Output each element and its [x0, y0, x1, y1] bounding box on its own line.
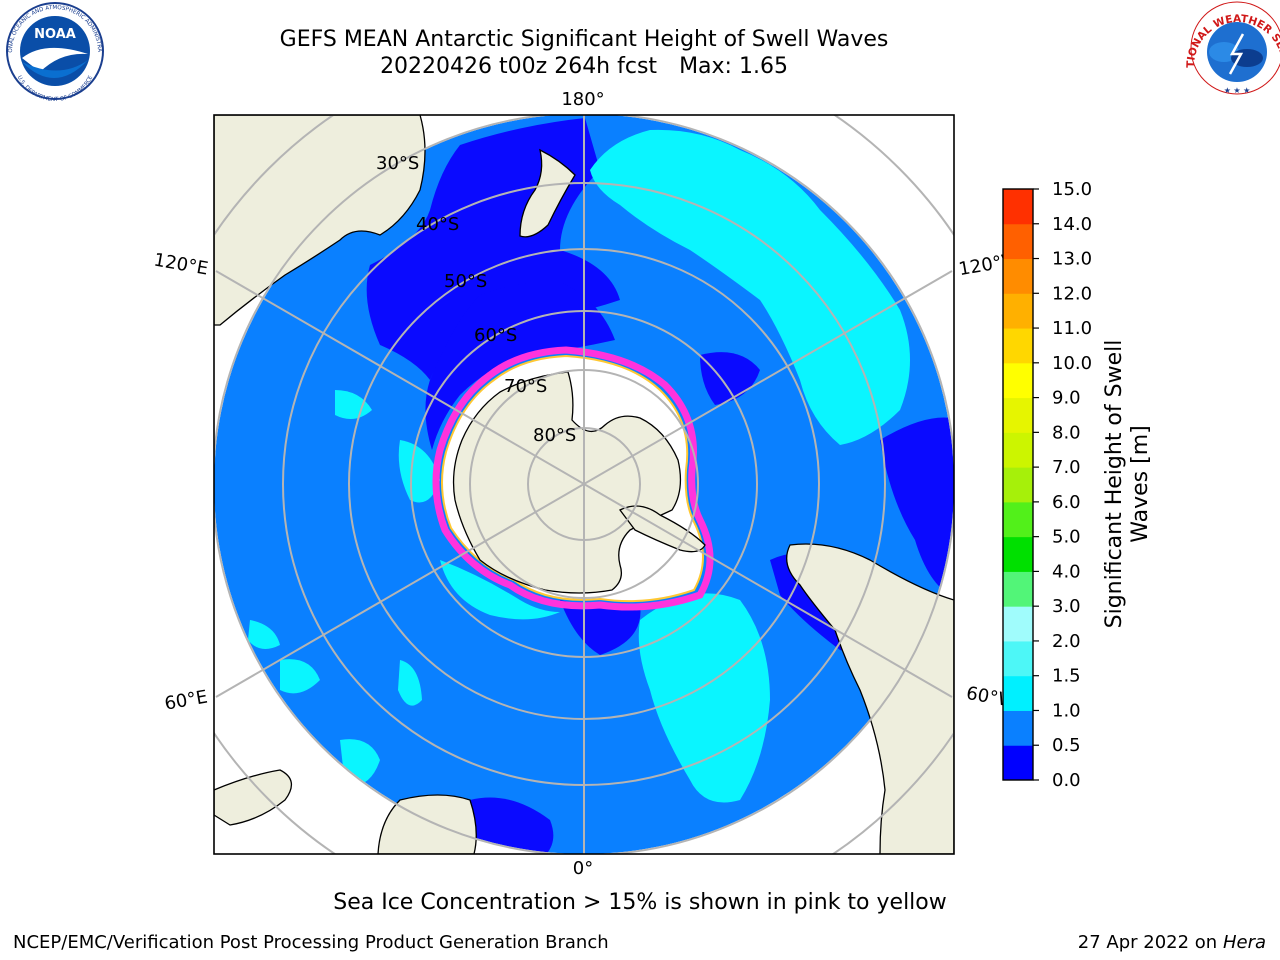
colorbar-tick-label: 0.0	[1052, 770, 1081, 791]
colorbar-tick-label: 6.0	[1052, 492, 1081, 513]
meridian-label-0: 0°	[573, 858, 593, 879]
nws-star-icon: ★ ★ ★	[1224, 86, 1251, 95]
nws-logo: NATIONAL WEATHER SERVICE ★ ★ ★	[0, 0, 1280, 95]
colorbar-segment	[1003, 745, 1033, 781]
chart-title: GEFS MEAN Antarctic Significant Height o…	[279, 27, 889, 52]
africa-landmass	[377, 794, 477, 854]
map-frame	[213, 114, 955, 855]
run-label: 20220426 t00z 264h fcst	[380, 54, 658, 79]
lat-label-80s: 80°S	[533, 425, 576, 446]
colorbar-segment	[1003, 223, 1033, 260]
colorbar-segment	[1003, 675, 1033, 711]
nws-ring-text: NATIONAL WEATHER SERVICE	[0, 0, 1280, 68]
svg-text:NATIONAL WEATHER SERVICE: NATIONAL WEATHER SERVICE	[0, 0, 1280, 68]
colorbar-segment	[1003, 536, 1033, 572]
sea-ice-edge	[432, 346, 714, 611]
colorbar-tick-label: 14.0	[1052, 214, 1092, 235]
colorbar-tick-label: 1.5	[1052, 666, 1081, 687]
colorbar-tick-label: 0.5	[1052, 735, 1081, 756]
lat-label-30s: 30°S	[376, 153, 419, 174]
colorbar-segment	[1003, 640, 1033, 677]
meridian-label-120e: 120°E	[152, 249, 210, 279]
noaa-logo-text: NOAA	[34, 27, 76, 42]
colorbar-segment	[1003, 710, 1033, 746]
meridian-60e-120w	[215, 270, 953, 698]
colorbar-tick-label: 3.0	[1052, 596, 1081, 617]
colorbar-tick-label: 15.0	[1052, 179, 1092, 200]
footer-machine: Hera	[1222, 932, 1266, 953]
colorbar-segment	[1003, 397, 1033, 433]
noaa-logo: NOAA NATIONAL OCEANIC AND ATMOSPHERIC AD…	[0, 0, 104, 103]
map-panel: 30°S 40°S 50°S 60°S 70°S 80°S	[214, 115, 954, 854]
sea-ice-note: Sea Ice Concentration > 15% is shown in …	[333, 890, 947, 915]
colorbar-segment	[1003, 501, 1033, 538]
colorbar-label: Significant Height of Swell Waves [m]	[1102, 339, 1153, 629]
colorbar-frame	[1002, 188, 1034, 781]
lat-label-50s: 50°S	[444, 271, 487, 292]
colorbar-segment	[1003, 258, 1033, 294]
colorbar-segment	[1003, 432, 1033, 468]
colorbar-segment	[1003, 467, 1033, 503]
colorbar-tick-label: 8.0	[1052, 422, 1081, 443]
footer-date: 27 Apr 2022 on Hera	[1078, 931, 1266, 955]
lat-label-40s: 40°S	[416, 214, 459, 235]
colorbar-tick-label: 2.0	[1052, 631, 1081, 652]
max-label: Max: 1.65	[679, 54, 788, 79]
lat-label-70s: 70°S	[504, 376, 547, 397]
colorbar-tick-label: 5.0	[1052, 527, 1081, 548]
colorbar-segment	[1003, 328, 1033, 364]
antarctica-landmass	[452, 371, 682, 594]
colorbar-segment	[1003, 606, 1033, 642]
colorbar-tick-label: 4.0	[1052, 561, 1081, 582]
colorbar-tick-label: 11.0	[1052, 318, 1092, 339]
lat-label-60s: 60°S	[474, 325, 517, 346]
graticule	[214, 115, 954, 854]
meridian-label-60e: 60°E	[163, 686, 209, 714]
meridian-label-180: 180°	[561, 89, 604, 110]
colorbar-tick-label: 13.0	[1052, 249, 1092, 270]
footer-producer: NCEP/EMC/Verification Post Processing Pr…	[13, 932, 609, 953]
colorbar-segment	[1003, 362, 1033, 399]
colorbar-tick-label: 12.0	[1052, 283, 1092, 304]
colorbar-segment	[1003, 293, 1033, 329]
colorbar-tick-label: 10.0	[1052, 353, 1092, 374]
colorbar: 0.0 0.5 1.0 1.5 2.0 3.0 4.0 5.0 6.0 7.0 8.0 9.0 10.0…	[1002, 179, 1092, 791]
colorbar-segment	[1003, 571, 1033, 607]
colorbar-tick-label: 7.0	[1052, 457, 1081, 478]
colorbar-tick-label: 1.0	[1052, 700, 1081, 721]
footer-date-text: 27 Apr 2022 on	[1077, 932, 1218, 953]
colorbar-segment	[1003, 189, 1033, 225]
colorbar-tick-label: 9.0	[1052, 388, 1081, 409]
chart-subtitle-run: 20220426 t00z 264h fcst Max: 1.65	[184, 54, 984, 80]
australia-landmass	[214, 115, 426, 326]
